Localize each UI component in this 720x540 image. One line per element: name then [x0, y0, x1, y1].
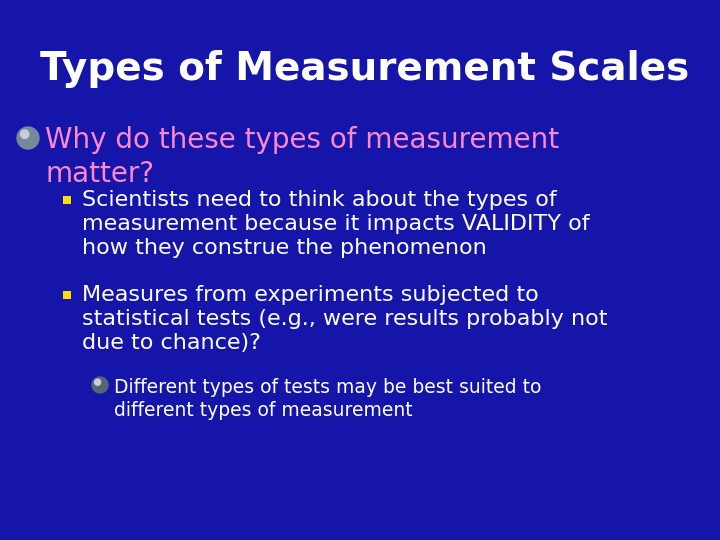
FancyBboxPatch shape	[63, 291, 71, 299]
FancyBboxPatch shape	[63, 196, 71, 204]
Text: Why do these types of measurement
matter?: Why do these types of measurement matter…	[45, 126, 559, 187]
Circle shape	[94, 379, 101, 385]
Text: Measures from experiments subjected to
statistical tests (e.g., were results pro: Measures from experiments subjected to s…	[82, 285, 608, 353]
Circle shape	[92, 377, 108, 393]
Circle shape	[17, 127, 39, 149]
Text: Different types of tests may be best suited to
different types of measurement: Different types of tests may be best sui…	[114, 378, 541, 421]
Text: Scientists need to think about the types of
measurement because it impacts VALID: Scientists need to think about the types…	[82, 190, 590, 258]
Text: Types of Measurement Scales: Types of Measurement Scales	[40, 50, 689, 88]
Circle shape	[20, 130, 29, 138]
